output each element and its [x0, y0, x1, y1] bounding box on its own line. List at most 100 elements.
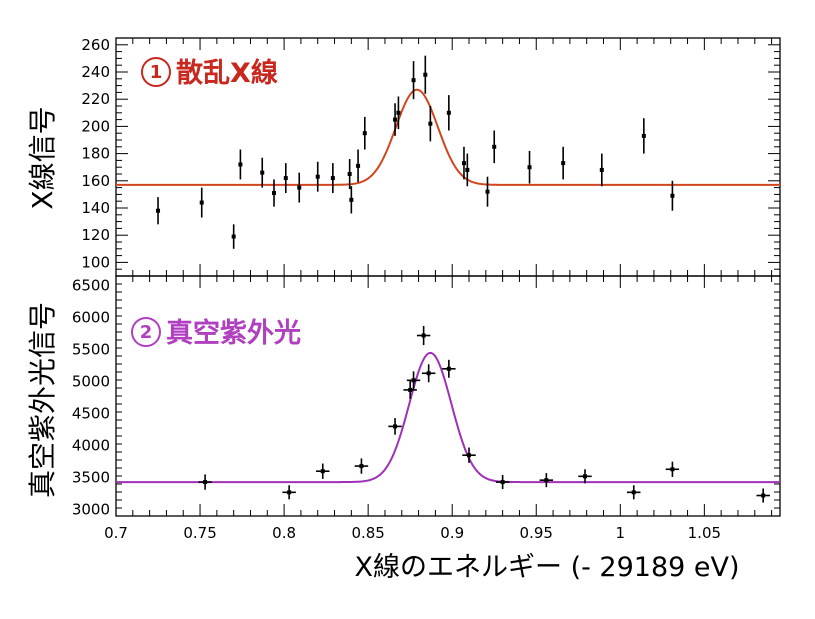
bottom-y-axis-label: 真空紫外光信号: [26, 302, 59, 498]
top-y-tick-label: 120: [81, 226, 110, 244]
top-data-point: [238, 149, 243, 180]
marker: [287, 490, 292, 495]
top-data-point: [561, 146, 566, 180]
top-data-point: [670, 180, 675, 211]
x-tick-label: 0.75: [183, 524, 216, 542]
marker: [426, 371, 431, 376]
top-data-point: [465, 153, 470, 187]
marker: [631, 490, 636, 495]
top-title-number: 1: [150, 62, 163, 83]
bottom-data-point: [388, 418, 402, 435]
marker: [583, 474, 588, 479]
marker: [347, 172, 352, 176]
bottom-data-point: [462, 447, 476, 463]
bottom-data-point: [756, 488, 770, 503]
x-axis-label: X線のエネルギー (- 29189 eV): [354, 552, 739, 583]
marker: [356, 163, 361, 168]
bottom-data-points: [198, 325, 770, 503]
bottom-data-point: [627, 485, 641, 500]
marker: [283, 176, 288, 181]
bottom-data-point: [354, 458, 369, 474]
bottom-data-point: [416, 325, 431, 346]
marker: [330, 176, 335, 181]
bottom-panel-title: 2 真空紫外光: [131, 317, 301, 349]
top-data-point: [599, 153, 604, 187]
marker: [461, 161, 466, 166]
bottom-y-tick-label: 6500: [72, 277, 110, 295]
marker: [492, 144, 497, 149]
top-panel-title: 1 散乱X線: [141, 57, 278, 89]
top-title-number-circle: [141, 57, 171, 87]
marker: [393, 117, 398, 122]
marker: [561, 161, 566, 166]
top-data-point: [423, 55, 428, 94]
marker: [238, 162, 243, 167]
bottom-y-tick-label: 5000: [72, 373, 110, 391]
top-data-point: [330, 163, 335, 194]
marker: [670, 467, 675, 472]
top-data-point: [272, 179, 277, 207]
marker: [446, 110, 451, 115]
marker: [527, 165, 532, 170]
marker: [428, 121, 433, 126]
x-tick-label: 0.8: [272, 524, 296, 542]
bottom-data-point: [403, 380, 417, 399]
top-data-point: [315, 161, 320, 192]
top-data-point: [411, 61, 416, 100]
top-data-point: [347, 159, 352, 189]
top-data-point: [446, 95, 451, 131]
x-tick-label: 1: [616, 524, 626, 542]
top-data-point: [156, 197, 161, 225]
top-y-tick-label: 100: [81, 253, 110, 271]
marker: [421, 333, 426, 338]
bottom-y-tick-label: 3000: [72, 501, 110, 519]
top-data-points: [156, 55, 675, 249]
top-title-text: 散乱X線: [176, 57, 278, 89]
bottom-y-tick-label: 4000: [72, 437, 110, 455]
bottom-data-point: [495, 475, 510, 490]
top-data-point: [260, 157, 265, 188]
marker: [408, 387, 413, 392]
marker: [465, 167, 470, 172]
bottom-y-tick-label: 3500: [72, 469, 110, 487]
bottom-fit-layer: [116, 351, 780, 484]
top-y-tick-label: 160: [81, 172, 110, 190]
top-data-point: [428, 106, 433, 142]
marker: [231, 234, 236, 239]
marker: [320, 469, 325, 474]
bottom-data-point: [665, 461, 680, 477]
top-fit-curve: [116, 88, 780, 186]
marker: [393, 424, 398, 429]
top-y-tick-label: 180: [81, 145, 110, 163]
marker: [423, 72, 428, 77]
x-axis: 0.7 0.75 0.8 0.85 0.9 0.95 1 1.05: [104, 524, 721, 542]
bottom-data-point: [578, 469, 592, 484]
top-fit-layer: [116, 88, 780, 186]
marker: [396, 110, 401, 115]
top-data-point: [527, 150, 532, 184]
x-tick-label: 1.05: [688, 524, 721, 542]
marker: [641, 133, 646, 138]
top-data-point: [461, 146, 466, 180]
top-data-point: [396, 96, 401, 130]
top-data-point: [356, 149, 361, 183]
marker: [670, 193, 675, 198]
marker: [362, 131, 367, 136]
top-data-point: [199, 187, 204, 218]
top-y-axis-label: X線信号: [26, 106, 59, 209]
marker: [349, 197, 354, 202]
top-y-tick-label: 140: [81, 199, 110, 217]
marker: [761, 493, 766, 498]
bottom-panel-frame: [115, 275, 781, 517]
x-tick-label: 0.9: [440, 524, 464, 542]
bottom-y-tick-label: 4500: [72, 405, 110, 423]
bottom-data-point: [406, 371, 421, 390]
top-data-point: [393, 103, 398, 136]
marker: [272, 191, 277, 196]
bottom-title-text: 真空紫外光: [166, 317, 301, 349]
top-y-tick-label: 220: [81, 90, 110, 108]
bottom-data-point: [282, 485, 296, 500]
top-y-tick-label: 240: [81, 63, 110, 81]
bottom-data-point: [421, 364, 436, 383]
